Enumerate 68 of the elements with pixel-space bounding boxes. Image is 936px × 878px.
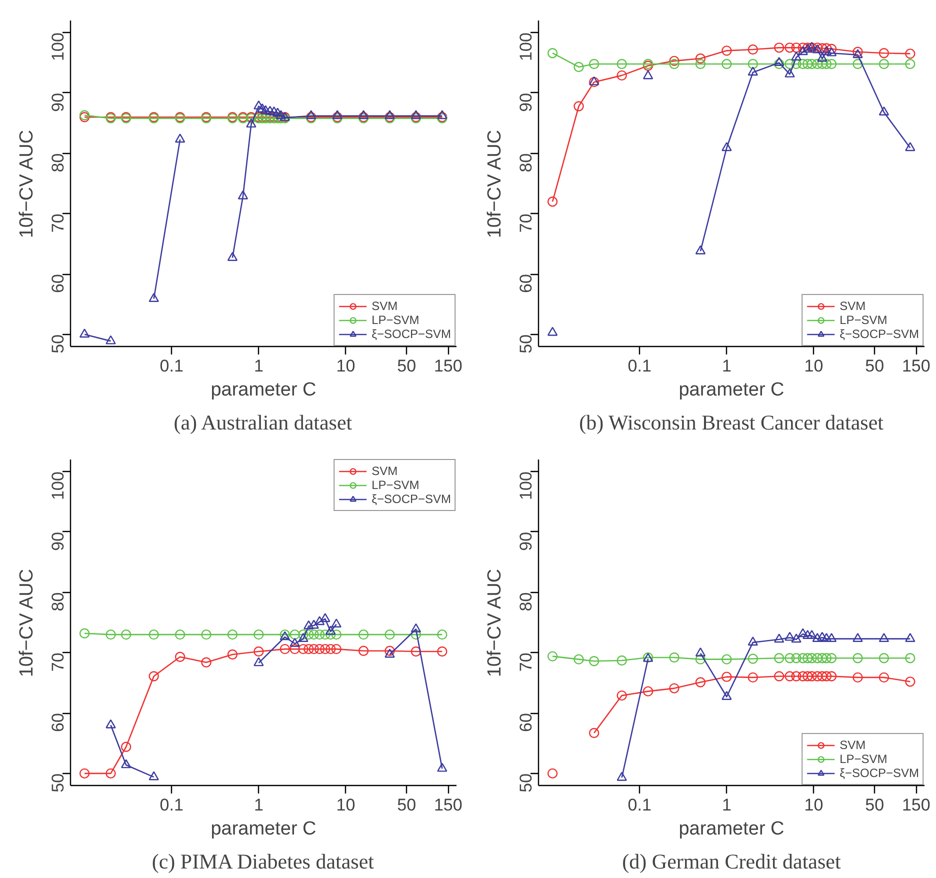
x-tick-label: 50 [865, 356, 884, 376]
text: (d) German Credit dataset [622, 850, 841, 874]
x-tick-label: 10 [336, 796, 356, 814]
legend-label: LP−SVM [840, 313, 888, 327]
y-axis-title: 10f−CV AUC [16, 130, 38, 238]
text: (a) Australian dataset [174, 410, 352, 434]
x-axis-title: parameter C [210, 818, 316, 840]
y-tick-label: 100 [48, 32, 68, 61]
y-tick-label: 50 [48, 773, 68, 792]
x-tick-label: 150 [902, 796, 930, 814]
x-tick-label: 10 [336, 356, 356, 376]
x-tick-label: 150 [434, 796, 462, 814]
y-tick-label: 60 [516, 713, 536, 732]
y-tick-label: 90 [48, 532, 68, 551]
x-tick-label: 0.1 [628, 356, 652, 376]
legend-label: SVM [372, 464, 398, 478]
text: (c) PIMA Diabetes dataset [152, 850, 374, 874]
x-tick-label: 150 [434, 356, 462, 376]
x-tick-label: 50 [397, 356, 416, 376]
y-tick-label: 80 [48, 592, 68, 612]
y-tick-label: 80 [48, 153, 68, 172]
text: (b) Wisconsin Breast Cancer dataset [579, 410, 884, 434]
legend-label: ξ−SOCP−SVM [372, 327, 451, 341]
y-tick-label: 80 [516, 153, 536, 172]
legend-label: ξ−SOCP−SVM [840, 327, 919, 341]
legend-label: SVM [840, 299, 866, 313]
y-tick-label: 100 [516, 472, 536, 500]
y-tick-label: 70 [516, 214, 536, 233]
legend-label: LP−SVM [840, 752, 888, 766]
x-tick-label: 50 [865, 796, 884, 814]
y-tick-label: 90 [48, 92, 68, 112]
y-tick-label: 90 [516, 532, 536, 551]
x-tick-label: 150 [902, 356, 930, 376]
y-axis-title: 10f−CV AUC [16, 568, 38, 678]
legend-label: ξ−SOCP−SVM [840, 766, 919, 780]
x-tick-label: 1 [722, 356, 732, 376]
x-tick-label: 0.1 [160, 796, 184, 814]
x-tick-label: 10 [804, 356, 824, 376]
y-tick-label: 100 [516, 32, 536, 61]
x-axis-title: parameter C [678, 380, 784, 400]
y-tick-label: 50 [516, 334, 536, 354]
y-tick-label: 60 [48, 274, 68, 293]
legend-label: LP−SVM [372, 313, 420, 327]
x-axis-title: parameter C [210, 380, 316, 400]
x-tick-label: 1 [254, 796, 264, 814]
x-tick-label: 10 [804, 796, 824, 814]
y-tick-label: 70 [48, 652, 68, 672]
x-tick-label: 50 [397, 796, 416, 814]
legend-label: SVM [372, 299, 398, 313]
x-axis-title: parameter C [678, 818, 784, 840]
x-tick-label: 0.1 [160, 356, 184, 376]
y-axis-title: 10f−CV AUC [484, 568, 506, 678]
legend-label: SVM [840, 738, 866, 752]
y-tick-label: 80 [516, 592, 536, 612]
x-tick-label: 0.1 [628, 796, 652, 814]
y-axis-title: 10f−CV AUC [484, 130, 506, 238]
legend-label: LP−SVM [372, 478, 420, 492]
y-tick-label: 70 [48, 214, 68, 233]
y-tick-label: 90 [516, 92, 536, 112]
legend-label: ξ−SOCP−SVM [372, 492, 451, 506]
x-tick-label: 1 [722, 796, 732, 814]
y-tick-label: 60 [48, 713, 68, 732]
y-tick-label: 50 [516, 773, 536, 792]
y-tick-label: 70 [516, 652, 536, 672]
y-tick-label: 60 [516, 274, 536, 293]
y-tick-label: 100 [48, 472, 68, 500]
y-tick-label: 50 [48, 334, 68, 354]
x-tick-label: 1 [254, 356, 264, 376]
